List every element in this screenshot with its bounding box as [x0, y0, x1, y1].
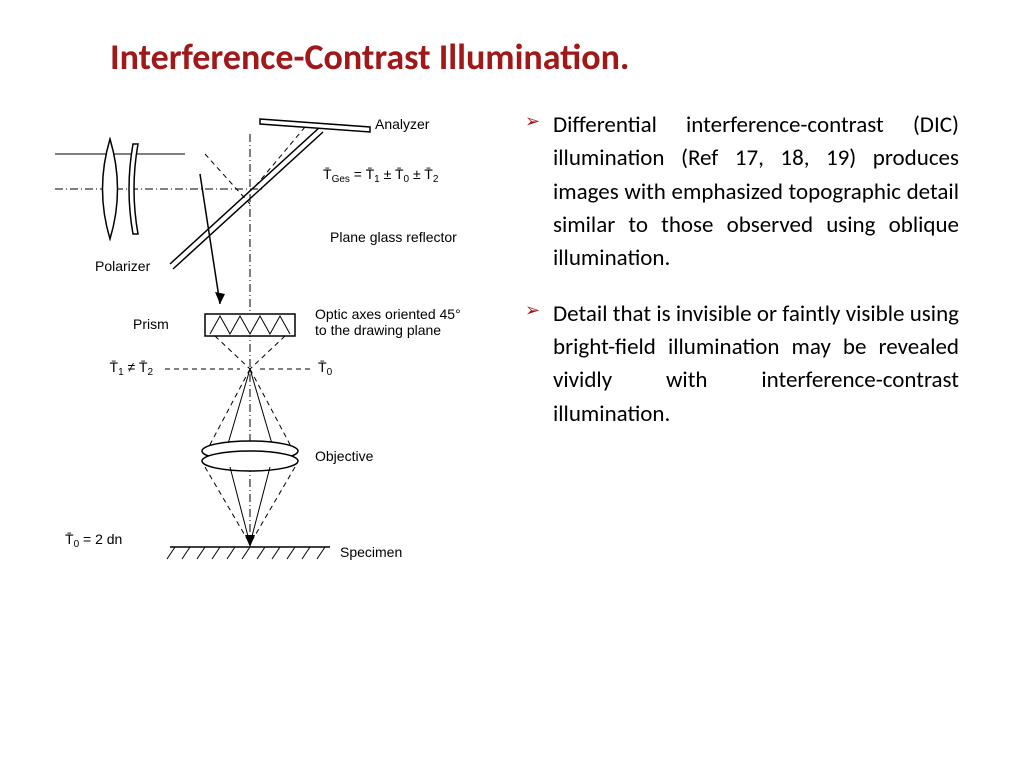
- label-prism: Prism: [133, 316, 169, 332]
- label-optic-axes-1: Optic axes oriented 45°: [315, 306, 461, 322]
- text-column: ➢ Differential interference-contrast (DI…: [525, 109, 969, 712]
- label-analyzer: Analyzer: [375, 116, 430, 132]
- equation-t0-mid: T̄0: [318, 359, 333, 378]
- equation-t0-2dn: T̄0 = 2 dn: [65, 531, 122, 550]
- content-row: Polarizer Plane glass reflector Analyzer…: [55, 109, 969, 712]
- label-optic-axes-2: to the drawing plane: [315, 322, 441, 338]
- bullet-marker-icon: ➢: [525, 298, 553, 431]
- label-polarizer: Polarizer: [95, 258, 151, 274]
- bullet-2-text: Detail that is invisible or faintly visi…: [553, 298, 959, 431]
- bullet-marker-icon: ➢: [525, 109, 553, 276]
- slide-container: Interference-Contrast Illumination. Pola…: [0, 0, 1024, 768]
- bullet-1-text: Differential interference-contrast (DIC)…: [553, 109, 959, 276]
- equation-tges: T̄Ges = T̄1 ± T̄0 ± T̄2: [323, 166, 439, 185]
- bullet-2: ➢ Detail that is invisible or faintly vi…: [525, 298, 959, 431]
- slide-title: Interference-Contrast Illumination.: [110, 35, 969, 79]
- optical-diagram: Polarizer Plane glass reflector Analyzer…: [55, 109, 495, 589]
- bullet-1: ➢ Differential interference-contrast (DI…: [525, 109, 959, 276]
- diagram-column: Polarizer Plane glass reflector Analyzer…: [55, 109, 495, 712]
- label-plane-glass: Plane glass reflector: [330, 229, 457, 245]
- label-objective: Objective: [315, 448, 374, 464]
- label-specimen: Specimen: [340, 544, 402, 560]
- equation-t1t2: T̄1 ≠ T̄2: [110, 359, 154, 378]
